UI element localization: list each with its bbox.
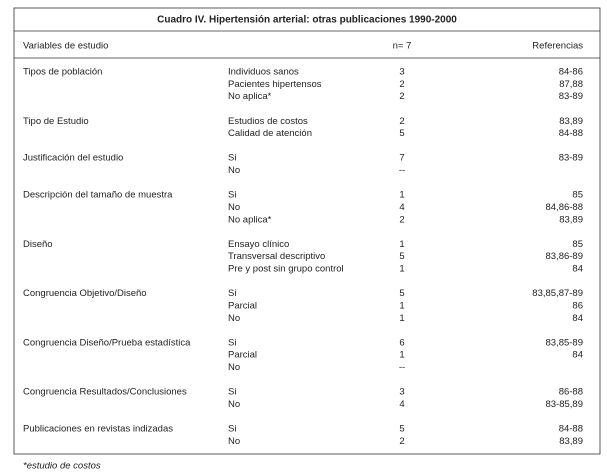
row-ref: 84 [572, 350, 583, 361]
row-n: -- [399, 362, 405, 373]
row-label: No [228, 436, 240, 447]
row-n: 2 [399, 214, 404, 225]
row-n: 1 [399, 350, 404, 361]
row-label: No [228, 362, 240, 373]
row-ref: 85 [572, 190, 583, 201]
row-ref: 83-89 [559, 153, 583, 164]
column-header: n= 7 [393, 41, 412, 52]
row-ref: 84-88 [559, 423, 583, 434]
variable-label: Diseño [23, 239, 53, 250]
row-ref: 83-89 [559, 91, 583, 102]
row-label: No [228, 165, 240, 176]
row-label: Parcial [228, 300, 257, 311]
row-ref: 83,86-89 [545, 251, 583, 262]
row-label: Pacientes hipertensos [228, 79, 322, 90]
row-n: 1 [399, 190, 404, 201]
row-label: Pre y post sin grupo control [228, 264, 344, 275]
variable-label: Descripción del tamaño de muestra [23, 190, 173, 201]
row-n: 2 [399, 436, 404, 447]
row-n: 5 [399, 423, 404, 434]
row-ref: 83,85-89 [545, 337, 583, 348]
row-n: 5 [399, 251, 404, 262]
row-label: No [228, 202, 240, 213]
row-n: 7 [399, 153, 404, 164]
row-ref: 86-88 [559, 387, 583, 398]
row-n: 4 [399, 202, 404, 213]
table-border [13, 7, 601, 455]
row-label: Individuos sanos [228, 67, 299, 78]
variable-label: Tipos de población [23, 67, 102, 78]
variable-label: Congruencia Diseño/Prueba estadística [23, 337, 191, 348]
row-ref: 84-86 [559, 67, 583, 78]
variable-label: Congruencia Objetivo/Diseño [23, 288, 147, 299]
row-label: Transversal descriptivo [228, 251, 325, 262]
variable-label: Congruencia Resultados/Conclusiones [23, 387, 187, 398]
row-n: 6 [399, 337, 404, 348]
row-ref: 86 [572, 300, 583, 311]
table-title: Cuadro IV. Hipertensión arterial: otras … [157, 15, 457, 26]
row-n: 1 [399, 239, 404, 250]
variable-label: Publicaciones en revistas indizadas [23, 423, 173, 434]
row-n: 2 [399, 79, 404, 90]
row-label: Si [228, 190, 236, 201]
row-n: 1 [399, 264, 404, 275]
row-ref: 83,89 [559, 214, 583, 225]
row-ref: 83,89 [559, 116, 583, 127]
row-ref: 85 [572, 239, 583, 250]
column-header: Variables de estudio [23, 41, 108, 52]
row-ref: 84 [572, 264, 583, 275]
row-label: Estudios de costos [228, 116, 308, 127]
row-ref: 83,85,87-89 [532, 288, 583, 299]
row-ref: 83-85,89 [545, 399, 583, 410]
row-label: Parcial [228, 350, 257, 361]
variable-label: Justificación del estudio [23, 153, 123, 164]
row-label: Si [228, 288, 236, 299]
row-label: No aplica* [228, 91, 272, 102]
row-n: -- [399, 165, 405, 176]
row-label: Calidad de atención [228, 128, 312, 139]
column-header: Referencias [532, 41, 583, 52]
row-n: 4 [399, 399, 404, 410]
footnote: *estudio de costos [23, 461, 101, 472]
row-ref: 84-88 [559, 128, 583, 139]
row-n: 2 [399, 116, 404, 127]
row-n: 2 [399, 91, 404, 102]
row-ref: 84 [572, 313, 583, 324]
row-label: Ensayo clínico [228, 239, 289, 250]
row-n: 3 [399, 387, 404, 398]
row-n: 1 [399, 300, 404, 311]
row-label: No aplica* [228, 214, 272, 225]
row-n: 5 [399, 128, 404, 139]
row-n: 1 [399, 313, 404, 324]
row-ref: 84,86-88 [545, 202, 583, 213]
row-n: 5 [399, 288, 404, 299]
variable-label: Tipo de Estudio [23, 116, 89, 127]
row-label: Si [228, 153, 236, 164]
row-label: Si [228, 387, 236, 398]
row-label: Si [228, 337, 236, 348]
row-ref: 83,89 [559, 436, 583, 447]
row-label: Si [228, 423, 236, 434]
row-n: 3 [399, 67, 404, 78]
row-label: No [228, 313, 240, 324]
row-ref: 87,88 [559, 79, 583, 90]
row-label: No [228, 399, 240, 410]
